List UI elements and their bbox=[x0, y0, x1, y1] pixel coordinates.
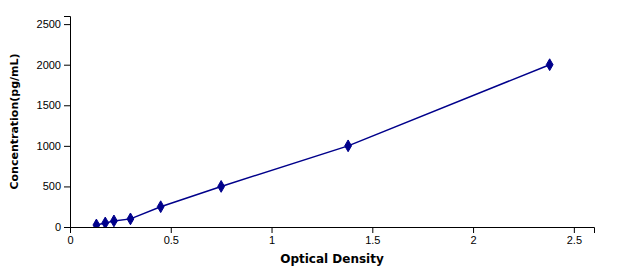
plot-area: 0 0.5 1 1.5 2 2.5 0 500 1000 1500 2000 2500 Optical … bbox=[8, 17, 595, 267]
tick: 2.5 bbox=[567, 227, 582, 246]
marker bbox=[93, 219, 100, 227]
tick-mark bbox=[473, 227, 474, 233]
tick: 0.5 bbox=[164, 227, 179, 246]
series bbox=[93, 59, 553, 227]
tick-label: 2.5 bbox=[567, 234, 582, 246]
tick-mark bbox=[574, 227, 575, 233]
tick-mark bbox=[272, 227, 273, 233]
axis-line bbox=[64, 17, 71, 228]
tick: 1000 bbox=[37, 140, 70, 152]
tick-label: 1.5 bbox=[365, 234, 380, 246]
marker bbox=[218, 181, 225, 193]
tick-mark bbox=[171, 227, 172, 233]
tick: 2 bbox=[471, 227, 477, 246]
tick-mark bbox=[372, 227, 373, 233]
tick: 1 bbox=[269, 227, 275, 246]
tick-mark bbox=[64, 65, 70, 66]
tick-mark bbox=[64, 146, 70, 147]
axis-line bbox=[71, 228, 595, 234]
tick-mark bbox=[64, 105, 70, 106]
tick-label: 2000 bbox=[37, 59, 61, 71]
marker bbox=[157, 201, 164, 213]
x-axis: 0 0.5 1 1.5 2 2.5 bbox=[67, 227, 594, 246]
tick-label: 1000 bbox=[37, 140, 61, 152]
tick: 1.5 bbox=[365, 227, 380, 246]
tick-mark bbox=[64, 186, 70, 187]
tick-label: 1500 bbox=[37, 99, 61, 111]
marker bbox=[111, 215, 118, 227]
x-axis-title: Optical Density bbox=[280, 252, 384, 266]
tick-label: 0.5 bbox=[164, 234, 179, 246]
tick: 0 bbox=[55, 221, 70, 233]
y-axis-title: Concentration(pg/mL) bbox=[8, 53, 21, 189]
tick-label: 500 bbox=[43, 180, 61, 192]
tick: 0 bbox=[67, 227, 73, 246]
tick-label: 0 bbox=[67, 234, 73, 246]
y-axis: 0 500 1000 1500 2000 2500 bbox=[37, 17, 71, 234]
chart: 0 0.5 1 1.5 2 2.5 0 500 1000 1500 2000 2500 Optical … bbox=[0, 0, 618, 271]
marker bbox=[102, 217, 109, 227]
tick-mark bbox=[64, 24, 70, 25]
tick-mark bbox=[64, 227, 70, 228]
tick-label: 0 bbox=[55, 221, 61, 233]
marker bbox=[546, 59, 553, 71]
tick: 2500 bbox=[37, 18, 70, 30]
marker bbox=[345, 140, 352, 152]
tick-label: 2500 bbox=[37, 18, 61, 30]
tick-label: 1 bbox=[269, 234, 275, 246]
line bbox=[96, 65, 549, 225]
tick: 2000 bbox=[37, 59, 70, 71]
tick: 1500 bbox=[37, 99, 70, 111]
tick-label: 2 bbox=[471, 234, 477, 246]
tick: 500 bbox=[43, 180, 70, 192]
marker bbox=[127, 213, 134, 225]
